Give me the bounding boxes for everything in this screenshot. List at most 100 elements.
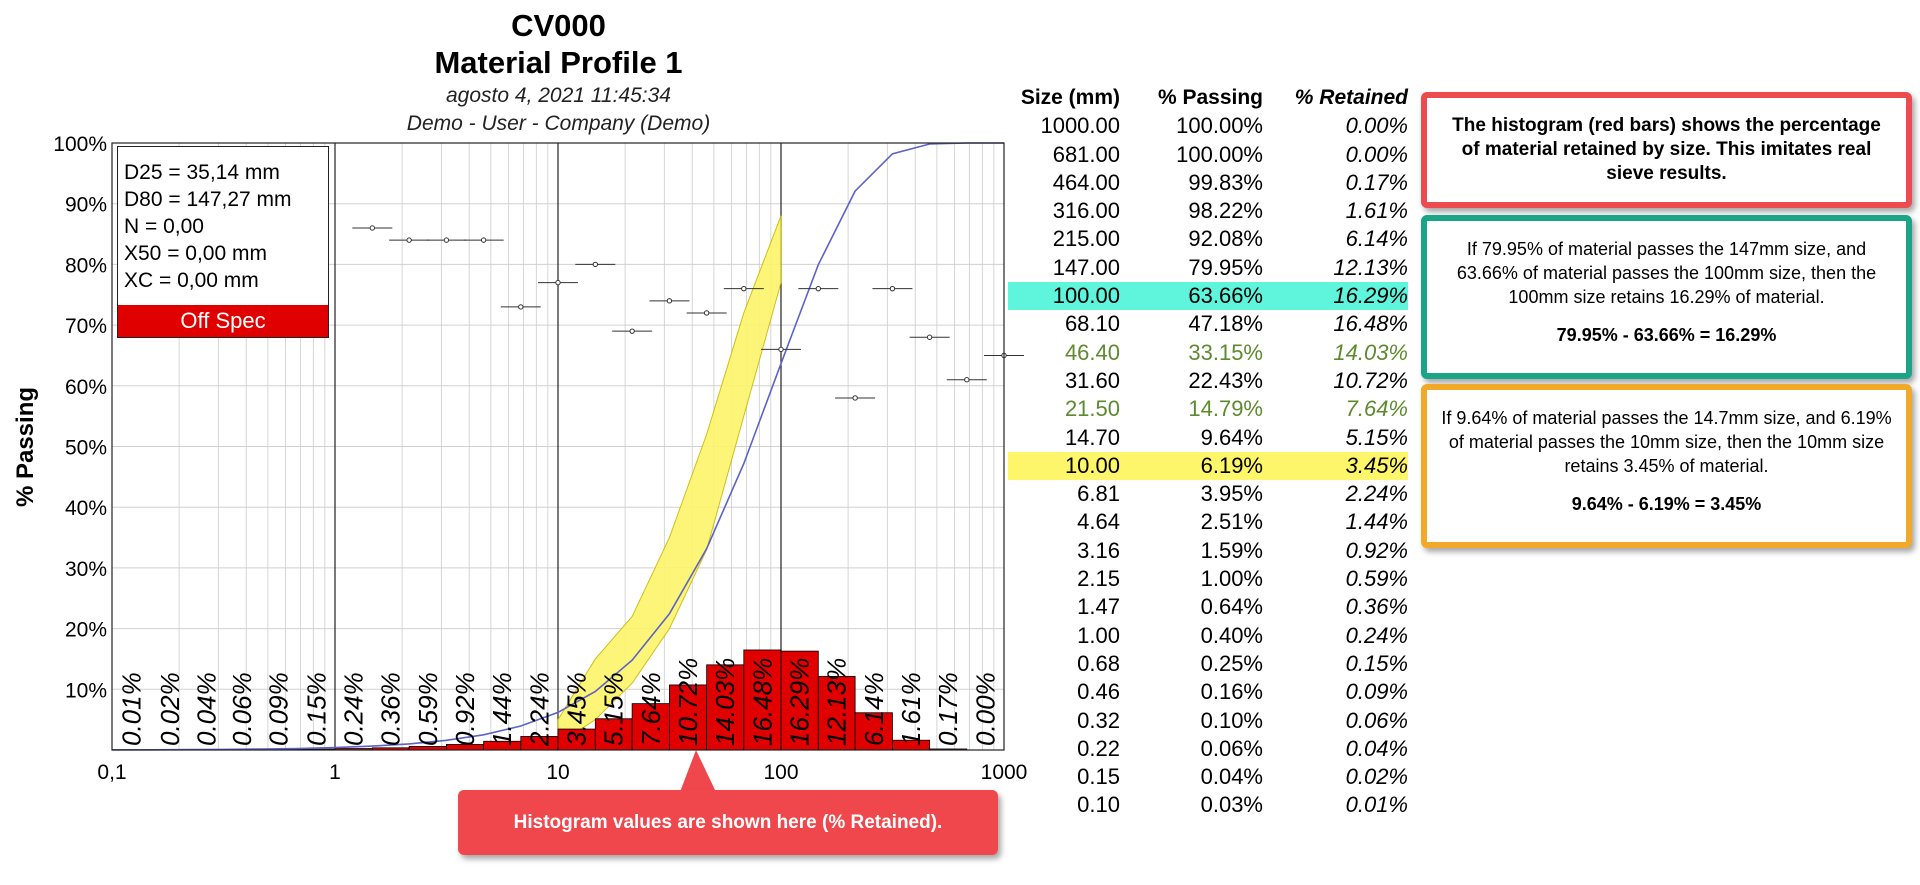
source-line: Demo - User - Company (Demo) [406,112,711,135]
x-tick-label: 1 [329,761,341,784]
table-row: 3.16 1.59% 0.92% [1008,537,1408,565]
cell-size: 316.00 [1052,198,1120,224]
cell-retained: 12.13% [1333,254,1408,280]
cell-size: 464.00 [1052,169,1120,195]
histogram-value-label: 0.15% [301,672,331,746]
table-row: 31.60 22.43% 10.72% [1008,367,1408,395]
cell-passing: 99.83% [1188,169,1263,195]
cell-size: 681.00 [1052,141,1120,167]
callout-text: The histogram (red bars) shows the perce… [1452,115,1881,184]
cell-size: 0.10 [1077,792,1120,818]
chart-subtitle: Material Profile 1 [434,45,683,80]
cell-size: 215.00 [1052,226,1120,252]
histogram-value-label: 16.29% [785,658,815,746]
cell-retained: 0.00% [1345,113,1408,139]
col-header-size: Size (mm) [1020,86,1120,109]
cell-passing: 0.64% [1200,594,1263,620]
callout-equation: 9.64% - 6.19% = 3.45% [1571,494,1762,514]
marker-point [480,237,487,243]
cell-size: 0.68 [1077,650,1120,676]
cell-retained: 0.09% [1345,679,1408,705]
marker-point [815,285,822,292]
y-tick-label: 20% [65,619,107,642]
histogram-bar [669,684,708,751]
cell-retained: 16.29% [1333,283,1408,309]
y-tick-label: 50% [65,437,107,460]
histogram-value-label: 2.24% [524,672,554,747]
histogram-bar [743,649,782,751]
histogram-value-label: 0.92% [450,672,480,746]
cell-passing: 6.19% [1200,452,1263,478]
cell-retained: 7.64% [1345,396,1408,422]
cell-retained: 10.72% [1333,367,1408,393]
table-row: 1000.00 100.00% 0.00% [1008,112,1408,140]
marker-point [703,310,710,316]
histogram-value-label: 0.06% [227,672,257,746]
marker-point [369,225,376,231]
table-row: 464.00 99.83% 0.17% [1008,169,1408,197]
histogram-value-label: 7.64% [636,672,666,746]
marker-point [443,237,450,243]
histogram-bar [706,664,745,751]
marker-point [741,285,747,292]
cell-retained: 16.48% [1333,311,1408,337]
histogram-values-callout: Histogram values are shown here (% Retai… [458,790,998,855]
table-row: 215.00 92.08% 6.14% [1008,225,1408,253]
cell-passing: 47.18% [1188,311,1263,337]
cell-passing: 33.15% [1188,339,1263,365]
passing-curve [112,142,1004,751]
callout-equation: 79.95% - 63.66% = 16.29% [1556,325,1777,345]
table-row: 0.46 0.16% 0.09% [1008,678,1408,706]
stat-x50: X50 = 0,00 mm [124,242,267,265]
histogram-bar [854,712,893,751]
table-row: 1.00 0.40% 0.24% [1008,622,1408,650]
histogram-value-label: 1.44% [487,672,517,746]
histogram-value-label: 12.13% [822,658,852,746]
cell-size: 21.50 [1064,396,1120,422]
cell-size: 3.16 [1077,537,1120,563]
histogram-value-label: 0.17% [933,672,963,746]
cell-size: 68.10 [1064,311,1120,337]
cell-passing: 63.66% [1188,283,1263,309]
cell-passing: 100.00% [1176,141,1263,167]
cell-size: 6.81 [1077,481,1120,507]
marker-point [889,285,896,292]
marker-point [406,237,412,243]
timestamp: agosto 4, 2021 11:45:34 [446,84,671,107]
plot-border [111,142,1005,751]
cell-passing: 9.64% [1200,424,1263,450]
col-header-retained: % Retained [1294,86,1408,109]
cell-retained: 3.45% [1345,452,1408,478]
y-tick-label: 100% [53,133,107,156]
histogram-value-label: 0.24% [339,672,369,746]
cell-retained: 1.61% [1345,198,1408,224]
x-tick-label: 0,1 [97,761,126,784]
cell-size: 100.00 [1052,283,1120,309]
cell-retained: 0.15% [1345,650,1408,676]
chart-title: CV000 [511,8,606,43]
stats-box: D25 = 35,14 mm D80 = 147,27 mm N = 0,00 … [117,146,329,338]
table-row: 147.00 79.95% 12.13% [1008,254,1408,282]
cell-passing: 3.95% [1200,481,1263,507]
cell-retained: 0.17% [1345,169,1408,195]
cell-retained: 0.04% [1345,735,1408,761]
cell-size: 1000.00 [1040,113,1120,139]
cell-size: 14.70 [1064,424,1120,450]
histogram-value-label: 10.72% [673,658,703,746]
marker-point [778,346,784,353]
cell-passing: 1.59% [1200,537,1263,563]
table-row: 100.00 63.66% 16.29% [1008,282,1408,311]
particle-size-chart: 0.01% 0.02% 0.04% 0.06% 0.09% 0.15% 0.24% 0.36%… [53,133,1027,790]
table-row: 6.81 3.95% 2.24% [1008,480,1408,508]
marker-point [518,304,524,310]
cell-retained: 0.00% [1345,141,1408,167]
cell-size: 2.15 [1077,566,1120,592]
table-row: 0.68 0.25% 0.15% [1008,650,1408,678]
histogram-value-label: 6.14% [859,672,889,746]
cell-passing: 2.51% [1200,509,1263,535]
histogram-value-label: 0.59% [413,672,443,746]
histogram-value-label: 5.15% [599,672,629,746]
table-row: 0.15 0.04% 0.02% [1008,763,1408,791]
y-tick-label: 80% [65,254,107,277]
histogram-value-label: 0.04% [192,672,222,746]
